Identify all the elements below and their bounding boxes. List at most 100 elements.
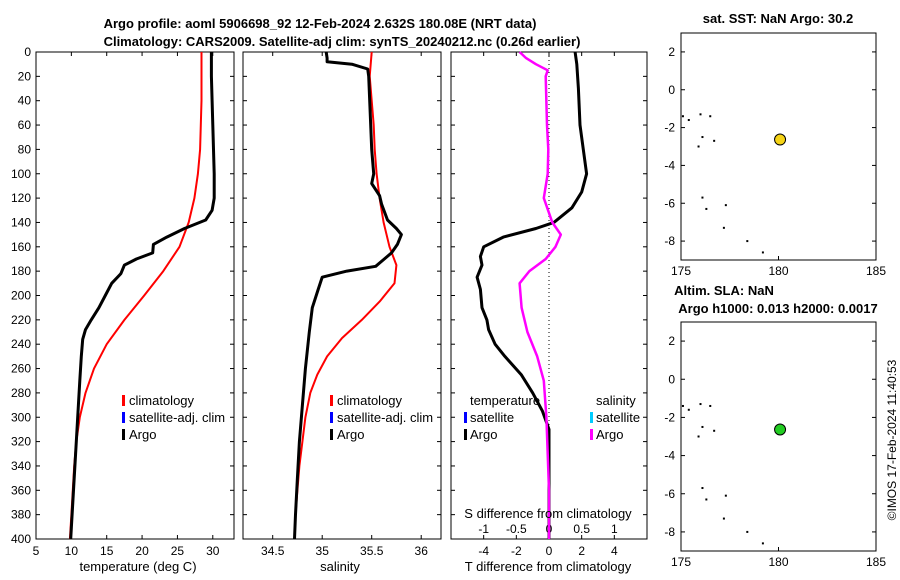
x-tick-label: 35 (316, 544, 330, 558)
x-tick-label: 175 (671, 555, 691, 569)
series-line-argo (293, 51, 403, 540)
x-tick-label: -4 (478, 544, 489, 558)
y-tick-label: 320 (11, 435, 31, 449)
x-tick-label: -2 (511, 544, 522, 558)
argo-position-marker (774, 423, 787, 436)
legend-title-salinity: salinity (596, 393, 636, 408)
y-tick-label: 260 (11, 362, 31, 376)
x-tick-label: 34.5 (261, 544, 285, 558)
land-dot (724, 204, 727, 207)
land-dot (697, 435, 700, 438)
temperature-legend: climatology satellite-adj. clim Argo (122, 393, 225, 442)
legend-swatch-t-argo (464, 429, 467, 440)
figure-title-line1: Argo profile: aoml 5906698_92 12-Feb-202… (104, 16, 537, 31)
land-dot (709, 404, 712, 407)
sst-map-panel: 175 180 185 2 0 -2 -4 -6 -8 (664, 32, 886, 278)
land-dot (709, 115, 712, 118)
legend-label-t-argo: Argo (470, 427, 497, 442)
land-dot (746, 240, 749, 243)
legend-swatch-satellite-adj (330, 412, 333, 423)
y-tick-label: -2 (664, 410, 675, 424)
difference-profile-panel: -4 -2 0 2 4-1 -0.5 0 0.5 1 (450, 51, 648, 558)
y-tick-label: -4 (664, 449, 675, 463)
y-tick-label: 0 (668, 372, 675, 386)
y-tick-label: 0 (24, 45, 31, 59)
series-line-climatology (293, 51, 398, 540)
x-tick-label: 25 (171, 544, 185, 558)
temperature-plot-area (35, 51, 235, 540)
salinity-plot-area (242, 51, 442, 540)
land-dot (705, 207, 708, 210)
y-tick-label: 0 (668, 83, 675, 97)
land-dot (722, 226, 725, 229)
legend-swatch-argo (122, 429, 125, 440)
legend-label-argo: Argo (129, 427, 156, 442)
y-tick-label: 160 (11, 240, 31, 254)
y-tick-label: -4 (664, 158, 675, 172)
legend-label-climatology: climatology (129, 393, 195, 408)
land-dot (681, 115, 684, 118)
legend-swatch-climatology (330, 395, 333, 406)
y-tick-label: 340 (11, 459, 31, 473)
x-tick-label: 185 (866, 264, 886, 278)
y-tick-label: 2 (668, 334, 675, 348)
y-tick-label: -6 (664, 487, 675, 501)
legend-swatch-t-satellite (464, 412, 467, 423)
land-dot (701, 136, 704, 139)
land-dot (701, 487, 704, 490)
legend-swatch-s-argo (590, 429, 593, 440)
land-dot (687, 119, 690, 122)
x-tick-label: 4 (611, 544, 618, 558)
legend-label-argo: Argo (337, 427, 364, 442)
land-dot (705, 498, 708, 501)
x-tick-label: 35.5 (360, 544, 384, 558)
y-tick-label: 180 (11, 264, 31, 278)
sla-map-panel: 175 180 185 2 0 -2 -4 -6 -8 (664, 321, 886, 569)
land-dot (713, 139, 716, 142)
y-tick-label: 2 (668, 45, 675, 59)
y-tick-label: 60 (18, 118, 32, 132)
land-dot (724, 494, 727, 497)
y-tick-label: -8 (664, 525, 675, 539)
legend-swatch-s-satellite (590, 412, 593, 423)
x-tick-label: 175 (671, 264, 691, 278)
land-dot (699, 113, 702, 116)
y-tick-label: 380 (11, 508, 31, 522)
salinity-profile-panel: 34.5 35 35.5 36 (242, 51, 442, 558)
land-dot (761, 251, 764, 254)
s-tick-label: 0.5 (573, 522, 590, 536)
legend-label-s-argo: Argo (596, 427, 623, 442)
sst_map-plot-area (680, 32, 877, 261)
legend-label-climatology: climatology (337, 393, 403, 408)
legend-label-t-satellite: satellite (470, 410, 514, 425)
series-line-s-difference-argo (518, 51, 563, 539)
land-dot (681, 404, 684, 407)
land-dot (699, 403, 702, 406)
s-tick-label: -0.5 (506, 522, 527, 536)
y-tick-label: -8 (664, 234, 675, 248)
imos-timestamp: ©IMOS 17-Feb-2024 11:40:53 (885, 359, 899, 520)
difference-legend: temperature salinity satellite Argo sate… (464, 393, 640, 442)
y-tick-label: 220 (11, 313, 31, 327)
x-tick-label: 185 (866, 555, 886, 569)
y-tick-label: 400 (11, 532, 31, 546)
legend-swatch-argo (330, 429, 333, 440)
land-dot (713, 429, 716, 432)
land-dot (701, 425, 704, 428)
salinity-legend: climatology satellite-adj. clim Argo (330, 393, 433, 442)
legend-label-s-satellite: satellite (596, 410, 640, 425)
y-tick-label: 120 (11, 191, 31, 205)
x-tick-label: 0 (546, 544, 553, 558)
series-line-argo (69, 52, 216, 540)
y-tick-label: 100 (11, 167, 31, 181)
sla-map-title-line1: Altim. SLA: NaN (674, 283, 774, 298)
x-tick-label: 5 (33, 544, 40, 558)
x-tick-label: 180 (768, 264, 788, 278)
x-tick-label: 180 (768, 555, 788, 569)
land-dot (701, 196, 704, 199)
series-line-t-difference-argo (475, 51, 589, 539)
land-dot (746, 530, 749, 533)
s-difference-xlabel: S difference from climatology (464, 506, 632, 521)
sla-map-title-line2: Argo h1000: 0.013 h2000: 0.0017 (678, 301, 877, 316)
